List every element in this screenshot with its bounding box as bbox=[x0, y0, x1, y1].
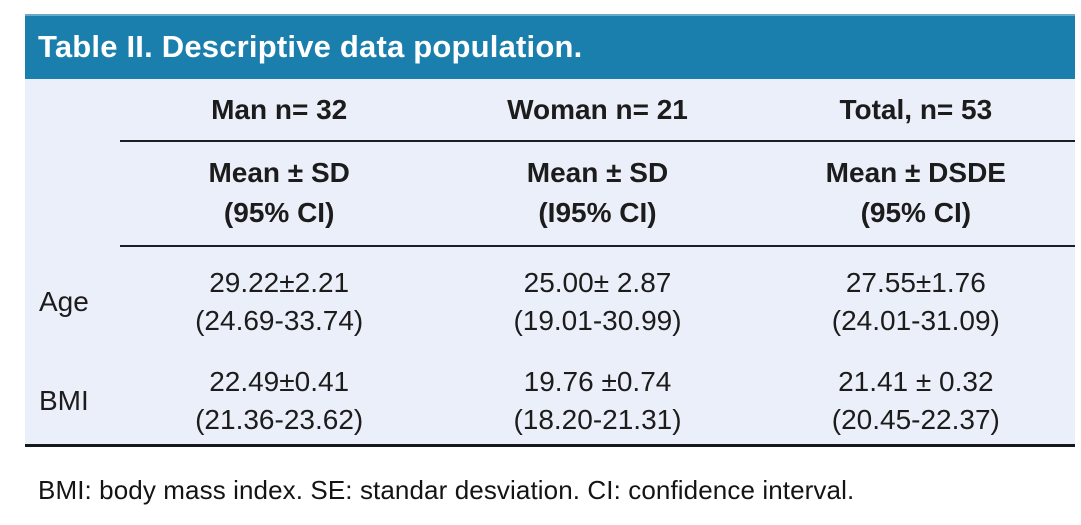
subheader-total-line2: (95% CI) bbox=[860, 196, 972, 228]
subheader-woman-line1: Mean ± SD bbox=[526, 156, 669, 188]
cell-value: 19.76 ±0.74 bbox=[523, 366, 672, 397]
table-title-bar: Table II. Descriptive data population. bbox=[25, 14, 1075, 79]
subheader-woman-line2: (I95% CI) bbox=[538, 196, 657, 228]
table-title: Table II. Descriptive data population. bbox=[38, 28, 583, 64]
header-divider bbox=[120, 140, 1075, 142]
subheader-woman: Mean ± SD (I95% CI) bbox=[438, 140, 756, 245]
cell-ci: (19.01-30.99) bbox=[513, 304, 682, 336]
cell-ci: (20.45-22.37) bbox=[831, 404, 1000, 435]
table-cell-age-total: 27.55±1.76 (24.01-31.09) bbox=[757, 245, 1075, 358]
cell-ci: (24.01-31.09) bbox=[831, 304, 1000, 336]
subheader-man-line1: Mean ± SD bbox=[208, 156, 350, 188]
subheader-man-line2: (95% CI) bbox=[223, 196, 335, 228]
cell-value: 22.49±0.41 bbox=[209, 366, 350, 397]
table-grid: Man n= 32 Woman n= 21 Total, n= 53 Mean … bbox=[25, 79, 1075, 444]
cell-value: 25.00± 2.87 bbox=[523, 266, 672, 298]
cell-value: 21.41 ± 0.32 bbox=[838, 366, 994, 397]
subheader-divider bbox=[120, 245, 1075, 247]
data-table: Man n= 32 Woman n= 21 Total, n= 53 Mean … bbox=[25, 79, 1075, 447]
subheader-man: Mean ± SD (95% CI) bbox=[120, 140, 438, 245]
table-cell-bmi-woman: 19.76 ±0.74 (18.20-21.31) bbox=[438, 358, 756, 444]
row-label-bmi: BMI bbox=[39, 385, 89, 416]
table-corner-cell bbox=[25, 140, 120, 245]
column-header-woman: Woman n= 21 bbox=[507, 93, 688, 125]
cell-ci: (24.69-33.74) bbox=[195, 304, 364, 336]
cell-value: 29.22±2.21 bbox=[209, 266, 350, 298]
table-cell-bmi-total: 21.41 ± 0.32 (20.45-22.37) bbox=[757, 358, 1075, 444]
column-header-total: Total, n= 53 bbox=[839, 93, 993, 125]
cell-ci: (21.36-23.62) bbox=[195, 404, 364, 435]
column-header-man: Man n= 32 bbox=[211, 93, 348, 125]
subheader-total: Mean ± DSDE (95% CI) bbox=[757, 140, 1075, 245]
table-cell-age-woman: 25.00± 2.87 (19.01-30.99) bbox=[438, 245, 756, 358]
table-cell-bmi-man: 22.49±0.41 (21.36-23.62) bbox=[120, 358, 438, 444]
table-cell-age-man: 29.22±2.21 (24.69-33.74) bbox=[120, 245, 438, 358]
table-footnote: BMI: body mass index. SE: standar desvia… bbox=[38, 475, 855, 505]
subheader-total-line1: Mean ± DSDE bbox=[825, 156, 1006, 188]
cell-value: 27.55±1.76 bbox=[845, 266, 986, 298]
table-corner-cell bbox=[25, 79, 120, 140]
row-label-age: Age bbox=[39, 285, 89, 317]
cell-ci: (18.20-21.31) bbox=[513, 404, 682, 435]
